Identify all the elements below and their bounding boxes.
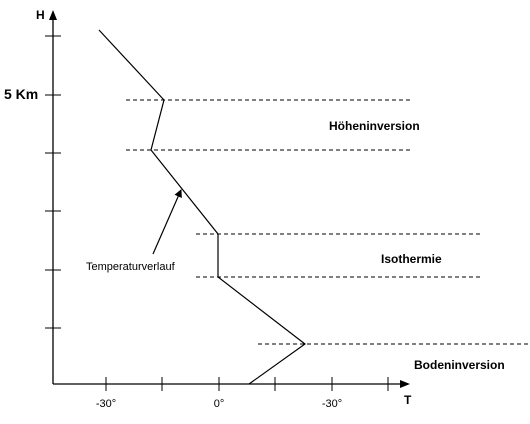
x-axis-ticks — [105, 377, 389, 391]
layer-boundaries — [126, 99, 528, 345]
x-tick-label: -30° — [322, 398, 342, 410]
upper-inversion-label: Höheninversion — [329, 119, 420, 133]
y-axis-ticks — [45, 35, 61, 329]
x-axis-arrowhead — [400, 380, 410, 388]
x-tick-label: 0° — [214, 398, 225, 410]
ground-inversion-label: Bodeninversion — [414, 358, 505, 372]
x-tick-label: -30° — [96, 398, 116, 410]
temperature-curve — [98, 29, 307, 385]
y-axis-arrowhead — [49, 10, 57, 20]
x-axis-label: T — [404, 393, 412, 407]
curve-pointer-arrow — [152, 189, 182, 255]
height-marker-label: 5 Km — [4, 86, 38, 102]
curve-label: Temperaturverlauf — [86, 261, 176, 273]
isothermal-label: Isothermie — [381, 252, 442, 266]
y-axis-label: H — [36, 8, 45, 22]
